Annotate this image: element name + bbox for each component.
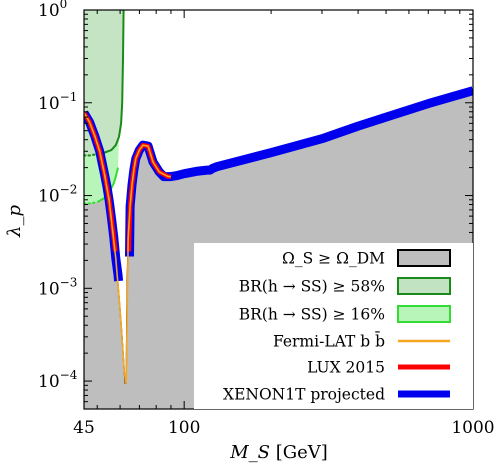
legend-swatch-br16 [397,305,451,323]
legend-swatch-br58 [397,277,451,295]
y-tick-exponent: −4 [60,368,78,382]
y-tick-exponent: 0 [60,0,68,11]
legend-label-br58: BR(h → SS) ≥ 58% [239,278,385,296]
legend-label-lux: LUX 2015 [307,359,385,377]
br58-line-solid [96,10,125,156]
y-tick-base: 10 [38,372,60,392]
y-tick-exponent: −3 [60,275,78,289]
br58-region [84,10,124,156]
legend-box [194,243,473,409]
x-tick-label: 100 [168,418,200,438]
y-tick-label: 10−3 [38,275,77,299]
y-tick-base: 10 [38,187,60,207]
legend-label-xenon: XENON1T projected [223,386,385,404]
legend-swatch-relic [397,249,451,267]
legend-label-br16: BR(h → SS) ≥ 16% [239,306,385,324]
x-axis-label: M_S [GeV] [229,442,328,463]
y-tick-label: 10−1 [38,90,77,114]
y-tick-base: 10 [38,94,60,114]
x-axis-unit: [GeV] [270,442,328,463]
legend-label-relic: Ω_S ≥ Ω_DM [282,250,385,268]
y-tick-base: 10 [38,279,60,299]
fermi-line [84,112,171,384]
x-axis-symbol: M_S [229,442,270,463]
br58-line-dotted [84,153,99,157]
y-tick-label: 10−2 [38,183,77,207]
x-tick-label: 45 [73,418,95,438]
br16-line-dotted [84,201,99,205]
y-tick-exponent: −1 [60,90,78,104]
y-axis-label: λ_p [4,205,25,238]
legend-label-fermi: Fermi-LAT b b̄ [273,332,385,350]
y-tick-base: 10 [38,1,60,21]
y-tick-label: 100 [38,0,67,21]
y-tick-label: 10−4 [38,368,78,392]
x-tick-label: 1000 [451,418,494,438]
y-tick-exponent: −2 [60,183,78,197]
